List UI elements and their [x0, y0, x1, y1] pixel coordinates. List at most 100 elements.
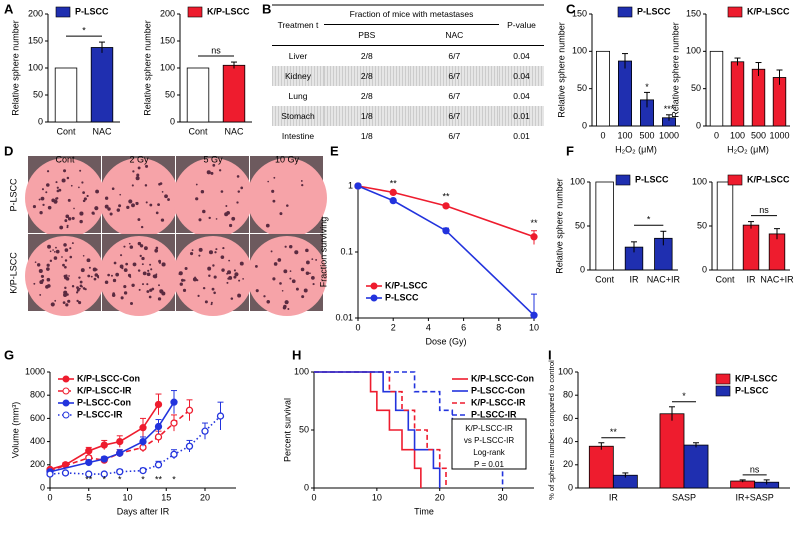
bar: [659, 413, 685, 489]
colony: [197, 294, 200, 297]
annotation: *: [141, 474, 145, 484]
annotation: **: [442, 192, 450, 202]
colony: [220, 255, 225, 260]
annotation: *: [682, 391, 686, 401]
colony: [143, 246, 148, 251]
marker: [85, 447, 93, 455]
table-row: Kidney 2/8 6/7 0.04: [272, 66, 544, 86]
note-line: vs P-LSCC-IR: [464, 436, 514, 445]
legend-label: K/P-LSCC: [747, 6, 790, 16]
colony: [38, 198, 41, 201]
bar: [90, 47, 114, 123]
x-axis-label: Days after IR: [117, 506, 170, 516]
legend-swatch: [715, 373, 731, 385]
marker: [100, 470, 108, 478]
table-cell: 0.01: [513, 131, 530, 141]
colony: [146, 272, 151, 277]
legend-swatch: [715, 385, 731, 397]
marker: [116, 437, 124, 446]
marker: [216, 412, 225, 420]
bar: [618, 60, 633, 127]
colony: [214, 251, 217, 254]
bar: [595, 181, 614, 271]
y-tick-label: 100: [686, 46, 701, 56]
y-axis-label: Percent survival: [282, 398, 292, 462]
colony: [95, 268, 98, 271]
colony: [215, 218, 218, 220]
legend-swatch: [617, 6, 633, 18]
x-tick-label: 100: [617, 130, 632, 140]
colony: [62, 301, 66, 305]
marker: [116, 449, 124, 457]
x-tick-label: 0: [47, 492, 52, 502]
colony: [279, 212, 283, 216]
y-axis-label: Volume (mm³): [10, 402, 20, 459]
colony: [132, 262, 137, 267]
marker: [139, 424, 147, 432]
y-tick-label: 100: [160, 62, 175, 72]
colony: [126, 205, 130, 210]
colony: [210, 303, 213, 306]
colony: [123, 291, 128, 295]
marker: [139, 466, 147, 475]
colony: [146, 290, 150, 293]
annotation: **: [155, 474, 163, 484]
table-cell: 6/7: [448, 131, 461, 141]
bar: [222, 64, 246, 123]
colony: [234, 272, 239, 277]
table-cell: 1/8: [360, 131, 373, 141]
colony: [305, 260, 310, 265]
annotation: *: [172, 474, 176, 484]
y-tick-label: 150: [28, 35, 43, 45]
marker: [442, 227, 450, 235]
colony: [305, 271, 310, 276]
bar: [709, 50, 724, 127]
colony: [270, 250, 273, 253]
marker: [154, 400, 163, 409]
series-line: [357, 185, 535, 316]
colony: [118, 204, 122, 208]
x-axis-label: H₂O₂ (μM): [615, 144, 657, 154]
colony: [145, 164, 149, 168]
colony: [226, 281, 229, 284]
bar: [683, 444, 709, 489]
x-tick-label: IR: [630, 274, 640, 284]
colony: [178, 273, 181, 275]
colony: [129, 275, 132, 278]
colony: [165, 195, 168, 198]
annotation: ns: [750, 464, 760, 474]
table-header: PBS NAC: [272, 24, 544, 46]
colony: [104, 196, 109, 200]
colony: [305, 248, 309, 253]
colony: [39, 293, 42, 296]
marker: [85, 470, 93, 478]
x-tick-label: Cont: [595, 274, 615, 284]
series-line: [314, 371, 422, 488]
colony: [63, 169, 67, 173]
y-tick-label: 60: [563, 413, 573, 423]
colony: [71, 242, 74, 245]
marker: [116, 468, 124, 476]
marker: [61, 469, 70, 477]
colony: [294, 250, 299, 255]
colony: [291, 279, 296, 284]
colony: [311, 276, 315, 280]
colony: [104, 280, 109, 284]
series-line: [314, 371, 441, 488]
colony: [289, 277, 292, 280]
colony: [254, 264, 258, 268]
colony: [150, 268, 153, 271]
table-cell: 1/8: [324, 106, 410, 126]
colony: [46, 267, 50, 271]
panel-label: I: [548, 347, 552, 362]
y-tick-label: 800: [30, 390, 45, 400]
legend-label: P-LSCC: [637, 6, 671, 16]
y-tick-label: 0: [304, 482, 309, 492]
y-axis-label: % of sphere numbers compared to control: [547, 360, 556, 500]
colony: [208, 216, 211, 220]
colony: [202, 209, 206, 214]
marker: [85, 458, 93, 467]
x-tick-label: 15: [161, 492, 171, 502]
colony: [180, 278, 185, 282]
x-tick-label: 4: [426, 322, 431, 332]
